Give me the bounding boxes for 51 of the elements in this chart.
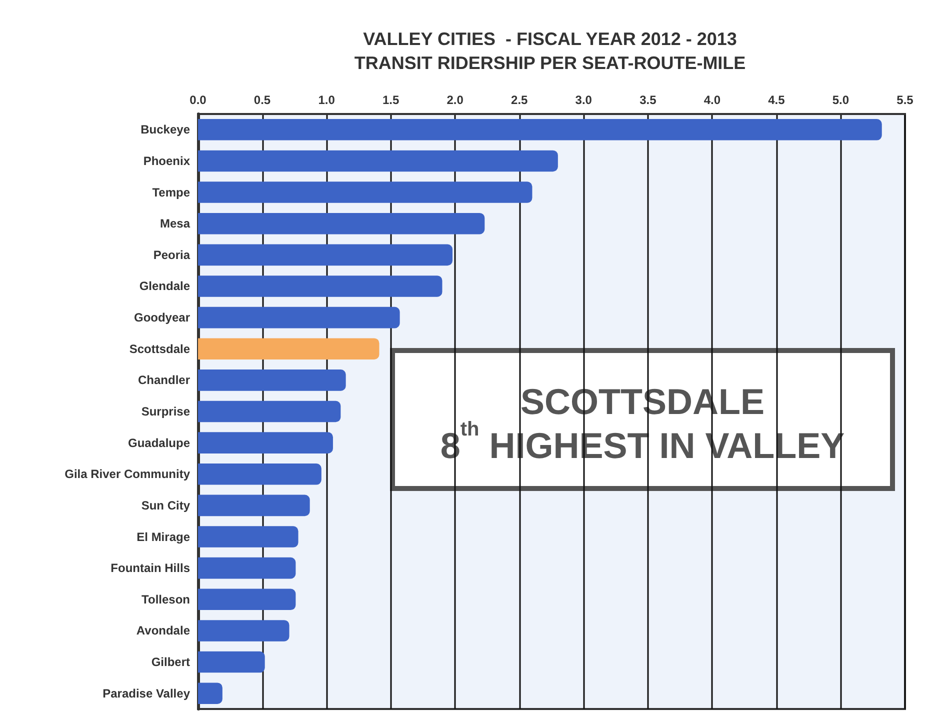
- bar: [198, 400, 341, 422]
- x-tick-label: 0.5: [254, 93, 271, 107]
- bar: [198, 432, 333, 454]
- bar: [198, 370, 346, 391]
- bar: [198, 150, 558, 172]
- y-tick-label: Gilbert: [151, 655, 190, 670]
- x-tick-label: 3.5: [640, 93, 657, 107]
- chart-title: VALLEY CITIES - FISCAL YEAR 2012 - 2013 TRANSIT RIDERSHIP PER SEAT-ROUTE-MILE: [354, 29, 746, 73]
- bar: [198, 557, 296, 579]
- y-tick-label: Sun City: [141, 498, 190, 512]
- x-tick-label: 0.0: [190, 93, 207, 107]
- y-tick-label: Chandler: [138, 373, 190, 388]
- x-tick-label: 4.5: [768, 93, 786, 107]
- x-tick-label: 5.5: [896, 93, 914, 107]
- y-tick-label: Tolleson: [142, 592, 190, 606]
- y-tick-label: Buckeye: [140, 122, 190, 137]
- bar: [198, 244, 453, 266]
- y-tick-label: Gila River Community: [64, 467, 190, 482]
- bar: [198, 338, 380, 360]
- bar: [198, 463, 322, 485]
- bar: [198, 494, 310, 516]
- y-tick-label: Avondale: [136, 624, 190, 638]
- bar: [198, 651, 265, 673]
- y-tick-label: Paradise Valley: [102, 686, 190, 700]
- y-tick-label: Peoria: [153, 248, 190, 262]
- x-tick-label: 2.0: [446, 93, 464, 107]
- bar: [198, 526, 298, 548]
- y-tick-label: Guadalupe: [128, 436, 190, 450]
- bar: [198, 212, 485, 234]
- bar: [198, 620, 290, 642]
- y-tick-label: Tempe: [152, 185, 190, 200]
- y-tick-label: El Mirage: [136, 530, 190, 544]
- bar: [198, 276, 442, 297]
- bar: [198, 182, 532, 203]
- y-tick-label: Fountain Hills: [110, 561, 190, 576]
- bar: [198, 588, 296, 610]
- bar: [198, 682, 222, 704]
- x-tick-label: 1.5: [382, 93, 400, 107]
- y-tick-label: Mesa: [160, 216, 190, 231]
- x-tick-label: 3.0: [575, 93, 592, 107]
- x-tick-label: 2.5: [511, 93, 528, 107]
- bar: [198, 119, 882, 140]
- y-tick-label: Surprise: [141, 404, 190, 418]
- y-tick-label: Phoenix: [143, 154, 190, 168]
- x-tick-label: 4.0: [704, 93, 721, 107]
- x-tick-label: 1.0: [318, 93, 336, 107]
- y-tick-label: Glendale: [139, 279, 190, 294]
- y-tick-label: Scottsdale: [129, 342, 190, 356]
- y-tick-label: Goodyear: [134, 310, 190, 325]
- bar: [198, 306, 400, 328]
- x-tick-label: 5.0: [832, 93, 850, 107]
